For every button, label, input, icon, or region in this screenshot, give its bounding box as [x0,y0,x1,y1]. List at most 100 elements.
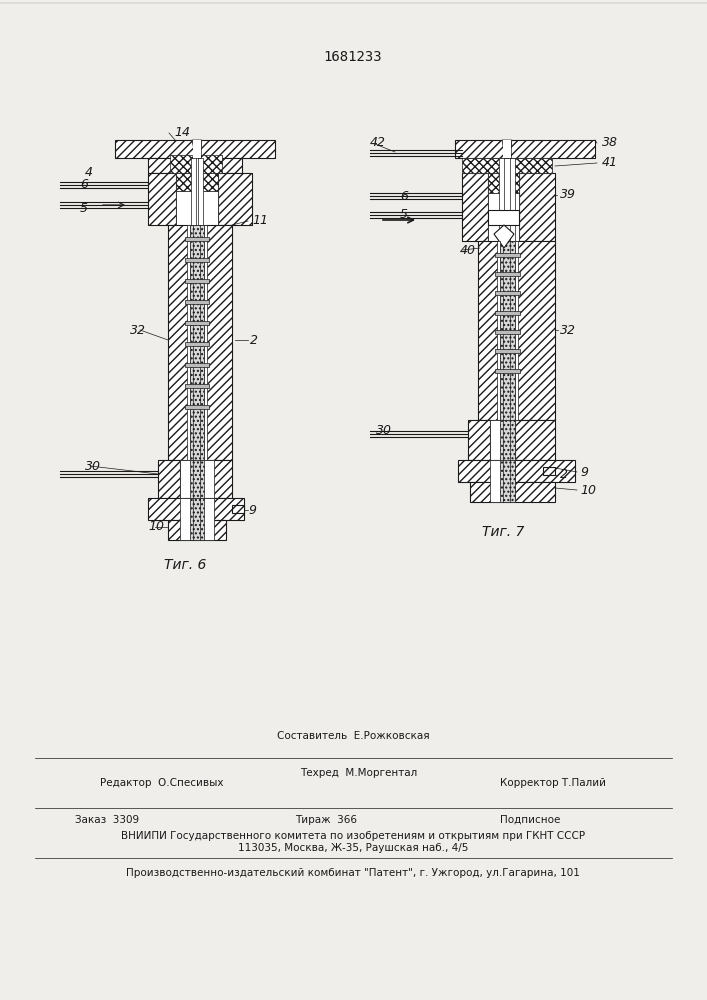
Bar [515,241,518,420]
Text: Техред  М.Моргентал: Техред М.Моргентал [300,768,417,778]
Bar [185,258,209,262]
Text: Составитель  Е.Рожковская: Составитель Е.Рожковская [276,731,429,741]
Text: 113035, Москва, Ж-35, Раушская наб., 4/5: 113035, Москва, Ж-35, Раушская наб., 4/5 [238,843,468,853]
Text: 1681233: 1681233 [324,50,382,64]
Bar [176,173,218,191]
Bar [519,173,555,241]
Bar [488,210,519,225]
Text: 32: 32 [130,324,146,336]
Text: 30: 30 [85,460,101,473]
Bar [468,420,490,460]
Text: Τиг. 7: Τиг. 7 [481,525,524,539]
Polygon shape [502,140,512,158]
Bar [497,241,500,420]
Bar [470,482,555,502]
Bar [168,520,226,540]
Bar [148,173,176,225]
Text: 14: 14 [174,125,190,138]
Bar [462,173,488,241]
Bar [500,460,515,502]
Bar [490,460,515,502]
Bar [168,225,190,460]
Text: Τиг. 6: Τиг. 6 [164,558,206,572]
Bar [455,140,595,158]
Bar [185,405,209,409]
Bar [204,225,207,460]
Bar [185,321,209,325]
Bar [490,420,515,460]
Bar [185,300,209,304]
Bar [158,460,180,498]
Bar [176,191,218,225]
Bar [515,420,555,460]
Bar [190,460,204,498]
Bar [210,460,232,498]
Bar [180,460,214,498]
Text: 39: 39 [560,188,576,202]
Text: ВНИИПИ Государственного комитета по изобретениям и открытиям при ГКНТ СССР: ВНИИПИ Государственного комитета по изоб… [121,831,585,841]
Bar [187,225,190,460]
Text: 10: 10 [580,484,596,496]
Bar [488,173,519,193]
Text: Тираж  366: Тираж 366 [295,815,357,825]
Bar [190,498,204,540]
Text: 6: 6 [80,178,88,192]
Bar [180,498,214,540]
Bar [495,253,520,257]
Bar [148,158,242,173]
Bar [500,241,515,420]
Text: 9: 9 [580,466,588,479]
Bar [495,291,520,295]
Bar [495,369,520,373]
Text: 42: 42 [370,136,386,149]
Bar [462,158,552,173]
Bar [115,140,275,158]
Text: 40: 40 [460,243,476,256]
Text: 10: 10 [148,520,164,534]
Bar [232,505,244,513]
Bar [190,225,204,460]
Text: 11: 11 [252,214,268,227]
Bar [148,498,244,520]
Text: 41: 41 [602,156,618,169]
Bar [458,460,575,482]
Text: Корректор Т.Палий: Корректор Т.Палий [500,778,606,788]
Bar [495,272,520,276]
Bar [515,241,555,420]
Text: 2: 2 [560,468,568,482]
Bar [488,193,519,241]
Bar [495,349,520,353]
Polygon shape [192,140,202,156]
Bar [495,330,520,334]
Text: 6: 6 [400,190,408,202]
Bar [204,225,232,460]
Bar [185,237,209,241]
Text: Подписное: Подписное [500,815,561,825]
Text: 5: 5 [80,202,88,215]
Text: Производственно-издательский комбинат "Патент", г. Ужгород, ул.Гагарина, 101: Производственно-издательский комбинат "П… [126,868,580,878]
Polygon shape [494,225,514,248]
Text: 32: 32 [560,324,576,336]
Bar [478,241,500,420]
Text: Редактор  О.Спесивых: Редактор О.Спесивых [100,778,223,788]
Bar [543,467,555,475]
Text: 4: 4 [85,166,93,180]
Bar [185,384,209,388]
Bar [500,420,515,460]
Bar [185,342,209,346]
Bar [170,155,222,173]
Text: 2: 2 [250,334,258,347]
Text: 5: 5 [400,209,408,222]
Bar [193,140,201,158]
Bar [185,363,209,367]
Bar [191,158,203,225]
Text: 9: 9 [248,504,256,516]
Text: 30: 30 [376,424,392,436]
Bar [499,158,515,241]
Bar [218,173,252,225]
Bar [503,140,511,158]
Bar [495,311,520,315]
Text: 38: 38 [602,136,618,149]
Bar [185,279,209,283]
Text: Заказ  3309: Заказ 3309 [75,815,139,825]
